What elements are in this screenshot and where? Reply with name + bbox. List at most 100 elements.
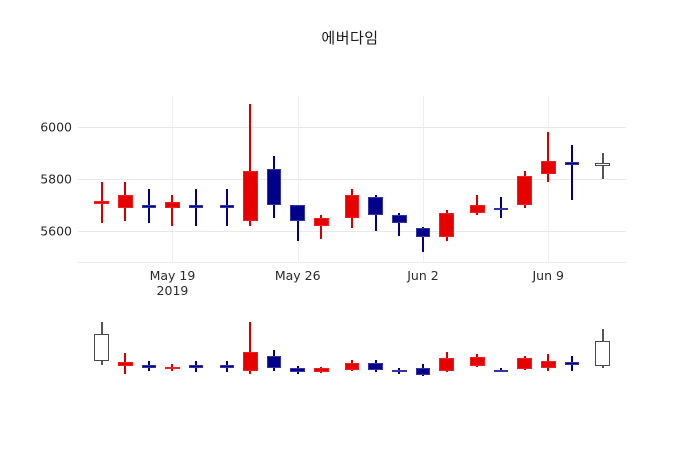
- x-axis-tick-label: May 26: [274, 268, 321, 283]
- candle-body: [344, 194, 360, 218]
- volume-body: [314, 368, 329, 372]
- volume-bar-down[interactable]: [290, 322, 306, 378]
- candlestick-down[interactable]: [368, 96, 384, 262]
- page-title: 에버다임: [321, 29, 379, 47]
- candle-body: [470, 204, 485, 213]
- volume-bar-down[interactable]: [141, 322, 157, 378]
- y-axis: 5600 5800 6000: [10, 96, 72, 262]
- candle-body: [439, 212, 454, 238]
- candle-wick: [171, 194, 174, 226]
- gridline-horizontal: [78, 179, 626, 180]
- volume-body: [470, 356, 485, 366]
- volume-bar-down[interactable]: [415, 322, 431, 378]
- volume-body: [493, 369, 509, 373]
- gridline-vertical: [422, 96, 424, 262]
- candle-wick: [398, 212, 401, 237]
- volume-body: [368, 363, 384, 371]
- candlestick-up[interactable]: [470, 96, 485, 262]
- candlestick-up[interactable]: [517, 96, 532, 262]
- candlestick-down[interactable]: [219, 96, 235, 262]
- volume-bar-up[interactable]: [165, 322, 180, 378]
- volume-body: [517, 358, 532, 370]
- candle-body: [141, 204, 157, 208]
- candlestick-down[interactable]: [564, 96, 580, 262]
- volume-bar-down[interactable]: [188, 322, 204, 378]
- volume-body: [243, 352, 258, 372]
- candle-body: [188, 204, 204, 208]
- candlestick-hollow[interactable]: [595, 96, 610, 262]
- y-axis-tick-label: 6000: [40, 119, 72, 135]
- price-axis-baseline: [78, 262, 626, 263]
- price-panel: [78, 96, 626, 262]
- candlestick-up[interactable]: [94, 96, 109, 262]
- candle-body: [117, 194, 133, 208]
- candle-wick: [601, 153, 604, 179]
- volume-body: [540, 361, 556, 369]
- candle-wick: [296, 204, 299, 242]
- candle-body: [290, 204, 306, 221]
- candlestick-down[interactable]: [266, 96, 282, 262]
- candlestick-up[interactable]: [165, 96, 180, 262]
- volume-bar-up[interactable]: [439, 322, 454, 378]
- candle-body: [165, 202, 180, 208]
- volume-bar-down[interactable]: [493, 322, 509, 378]
- candlestick-up[interactable]: [314, 96, 329, 262]
- x-axis-tick-label: May 19 2019: [149, 268, 196, 298]
- volume-bar-up[interactable]: [344, 322, 360, 378]
- candle-body: [266, 168, 282, 205]
- volume-wick: [249, 322, 252, 374]
- candlestick-down[interactable]: [392, 96, 407, 262]
- volume-bar-down[interactable]: [219, 322, 235, 378]
- volume-body: [266, 355, 282, 369]
- gridline-vertical: [172, 96, 174, 262]
- candle-wick: [421, 226, 424, 252]
- candle-body: [219, 204, 235, 208]
- volume-bar-up[interactable]: [517, 322, 532, 378]
- candle-body: [595, 163, 610, 166]
- volume-body: [165, 366, 180, 370]
- volume-bar-up[interactable]: [243, 322, 258, 378]
- volume-bar-down[interactable]: [368, 322, 384, 378]
- candle-wick: [547, 132, 550, 182]
- candle-body: [564, 162, 580, 165]
- volume-body: [439, 358, 454, 371]
- candle-wick: [225, 189, 228, 226]
- candle-body: [392, 215, 407, 224]
- candlestick-down[interactable]: [141, 96, 157, 262]
- volume-bar-down[interactable]: [564, 322, 580, 378]
- volume-bar-hollow[interactable]: [595, 322, 610, 378]
- candlestick-up[interactable]: [117, 96, 133, 262]
- volume-body: [117, 362, 133, 366]
- volume-bar-up[interactable]: [314, 322, 329, 378]
- volume-bar-up[interactable]: [117, 322, 133, 378]
- volume-body: [392, 369, 407, 373]
- candle-body: [243, 171, 258, 221]
- volume-body: [344, 362, 360, 370]
- candlestick-up[interactable]: [540, 96, 556, 262]
- volume-body: [188, 364, 204, 369]
- candlestick-down[interactable]: [290, 96, 306, 262]
- candlestick-up[interactable]: [344, 96, 360, 262]
- volume-bar-hollow[interactable]: [94, 322, 109, 378]
- volume-body: [595, 341, 610, 366]
- volume-bar-up[interactable]: [470, 322, 485, 378]
- volume-bar-up[interactable]: [540, 322, 556, 378]
- candle-body: [415, 228, 431, 238]
- candlestick-down[interactable]: [415, 96, 431, 262]
- candle-wick: [320, 215, 323, 239]
- gridline-vertical: [297, 96, 299, 262]
- volume-body: [415, 367, 431, 375]
- volume-bar-down[interactable]: [392, 322, 407, 378]
- gridline-horizontal: [78, 127, 626, 129]
- candlestick-down[interactable]: [188, 96, 204, 262]
- candle-wick: [195, 189, 198, 226]
- volume-bar-down[interactable]: [266, 322, 282, 378]
- candlestick-up[interactable]: [243, 96, 258, 262]
- volume-body: [564, 362, 580, 365]
- candle-wick: [249, 103, 252, 226]
- candlestick-up[interactable]: [439, 96, 454, 262]
- candle-body: [540, 160, 556, 174]
- candlestick-down[interactable]: [493, 96, 509, 262]
- volume-body: [94, 334, 109, 362]
